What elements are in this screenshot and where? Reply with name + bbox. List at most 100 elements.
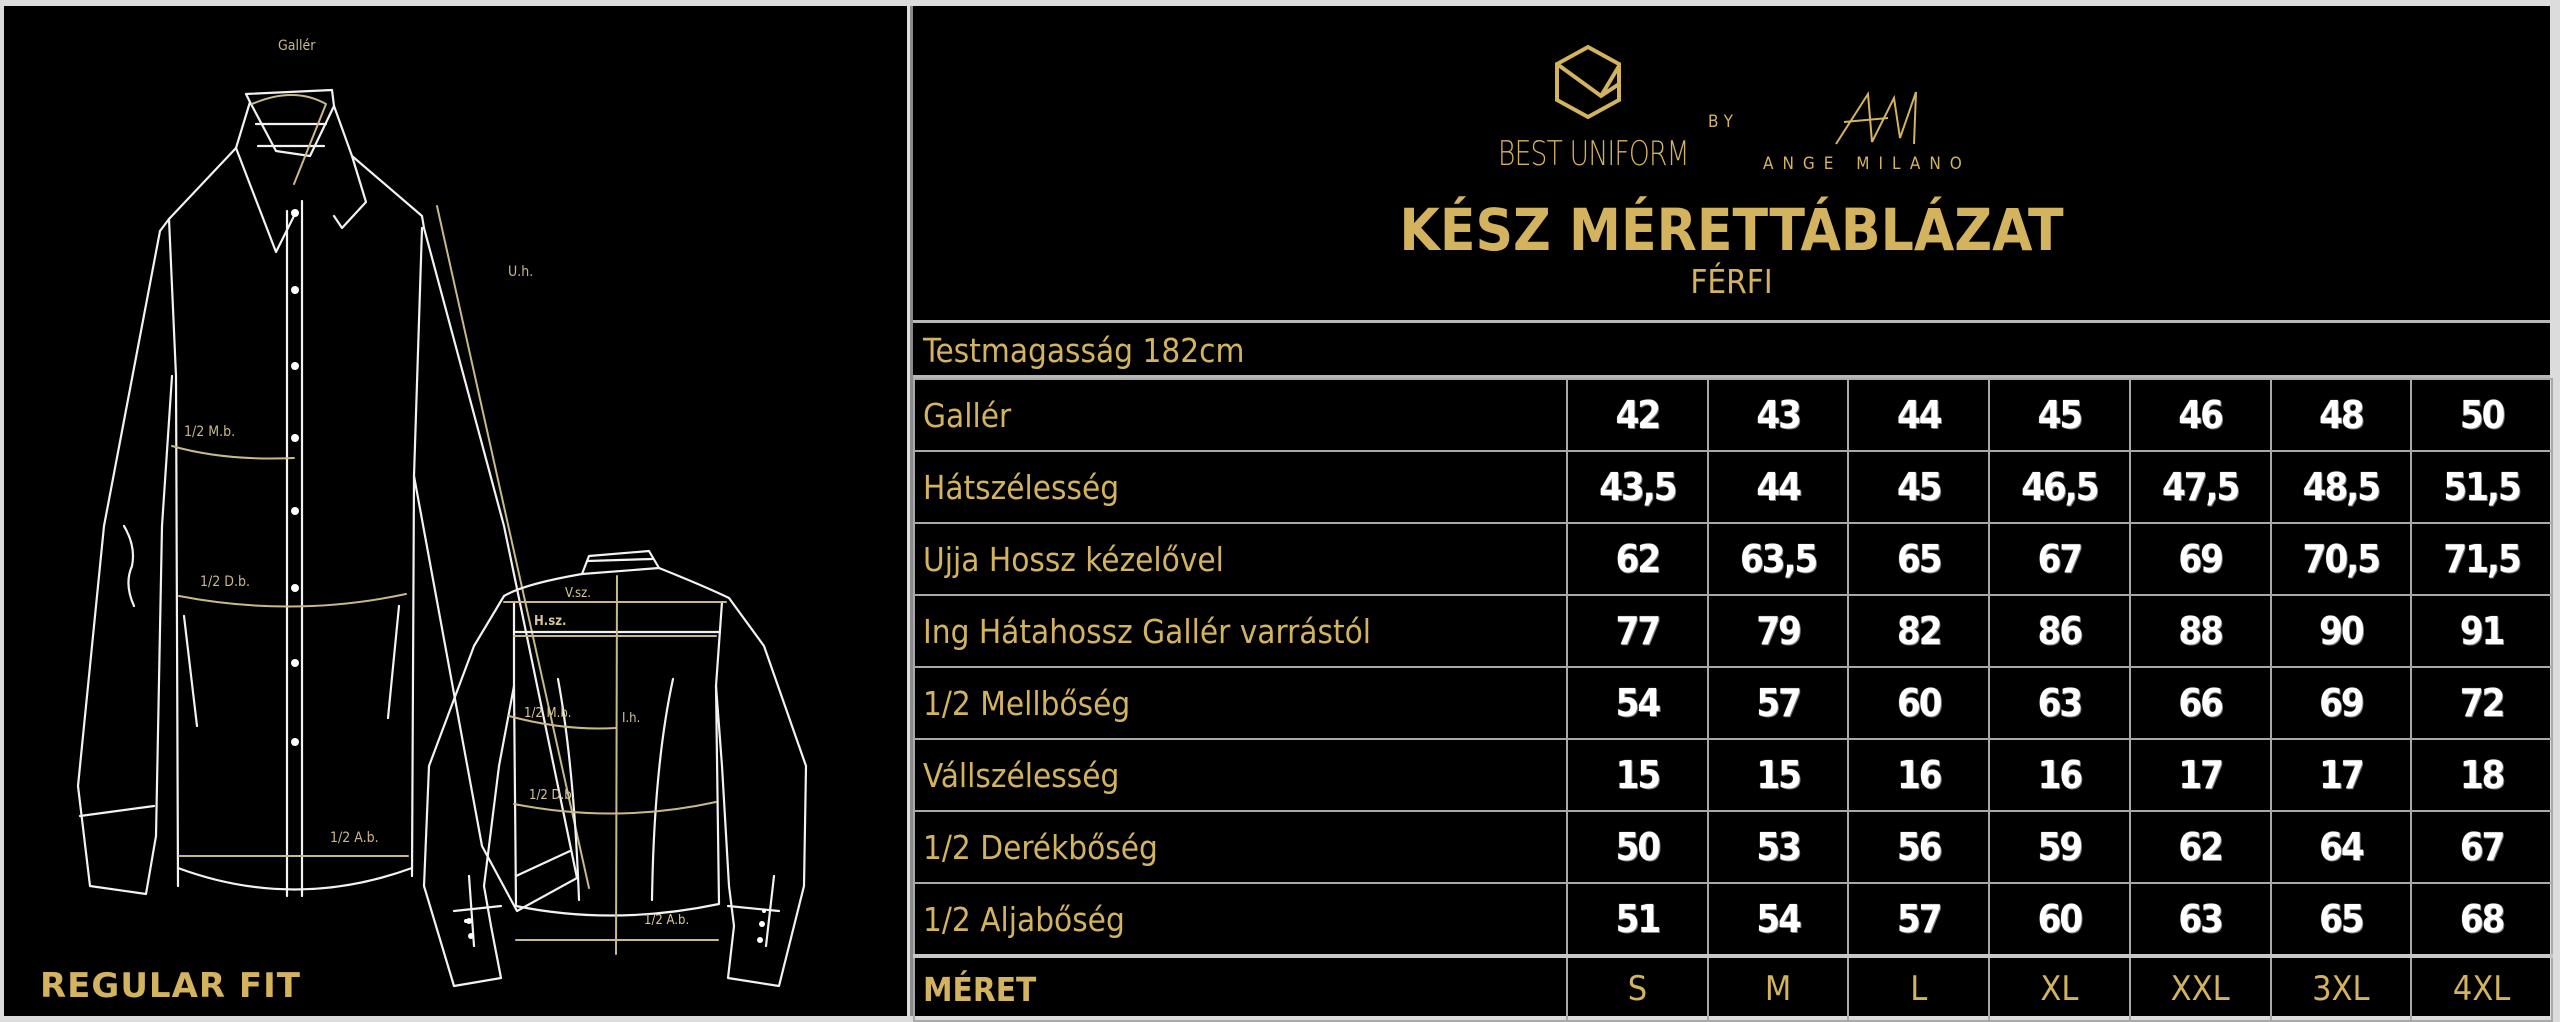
cell-value: 86 [1988, 594, 2131, 668]
cell-value: 67 [1988, 522, 2131, 596]
back-measurement-lines [503, 575, 727, 955]
cell-value: 48 [2269, 378, 2413, 452]
cell-value: 63 [2128, 882, 2272, 957]
cell-value: 15 [1706, 738, 1850, 812]
cell-value: 17 [2128, 738, 2272, 812]
cell-value: 60 [1988, 882, 2131, 957]
cell-value: 42 [1566, 378, 1709, 452]
table-row-shoulder-width: Vállszélesség 15 15 16 16 17 17 18 [912, 738, 2553, 812]
table-row-collar: Gallér 42 43 44 45 46 48 50 [912, 378, 2553, 452]
cell-value: 72 [2410, 666, 2553, 740]
cell-value: 79 [1706, 594, 1850, 668]
cell-value: 68 [2410, 882, 2553, 957]
front-shirt-outline [76, 88, 579, 913]
cell-value: 53 [1706, 810, 1850, 884]
row-label: Hátszélesség [912, 450, 1569, 524]
back-label-half-hem: 1/2 A.b. [644, 913, 689, 928]
row-label: Ing Hátahossz Gallér varrástól [912, 594, 1569, 668]
front-label-half-hem: 1/2 A.b. [330, 830, 379, 846]
chart-header: BEST UNIFORM BY ANGE MILANO KÉSZ MÉRETTÁ… [913, 6, 2550, 320]
cell-value: 63 [1988, 666, 2131, 740]
cell-value: 45 [1847, 450, 1991, 524]
row-label: 1/2 Mellbőség [912, 666, 1569, 740]
back-label-shoulder-width: V.sz. [565, 586, 591, 601]
cell-value: 54 [1566, 666, 1709, 740]
row-label: 1/2 Derékbőség [912, 810, 1569, 884]
table-row-sleeve-length: Ujja Hossz kézelővel 62 63,5 65 67 69 70… [912, 522, 2553, 596]
best-uniform-hexagon-logo-icon [1555, 44, 1621, 120]
cell-value: 82 [1847, 594, 1991, 668]
cell-value: 46 [2128, 378, 2272, 452]
cell-value: 18 [2410, 738, 2553, 812]
table-row-half-chest: 1/2 Mellbőség 54 57 60 63 66 69 72 [912, 666, 2553, 740]
cell-value: 43,5 [1566, 450, 1709, 524]
cell-value: 66 [2128, 666, 2272, 740]
cell-value: 91 [2410, 594, 2553, 668]
front-buttons [291, 209, 299, 746]
size-header: XXL [2128, 954, 2272, 1022]
cell-value: 60 [1847, 666, 1991, 740]
front-label-sleeve-length: U.h. [508, 264, 533, 280]
cell-value: 54 [1706, 882, 1850, 957]
cell-value: 16 [1847, 738, 1991, 812]
brand-by: BY [1708, 112, 1739, 132]
front-label-half-waist: 1/2 D.b. [200, 574, 250, 590]
body-height-row: Testmagasság 182cm [913, 320, 2550, 378]
cell-value: 46,5 [1988, 450, 2131, 524]
cell-value: 65 [2269, 882, 2413, 957]
cell-value: 44 [1847, 378, 1991, 452]
brand-best-uniform: BEST UNIFORM [1498, 134, 1690, 174]
shirt-diagram-panel: Gallér U.h. 1/2 M.b. 1/2 D.b. 1/2 A.b. [4, 6, 907, 1016]
size-header: XL [1988, 954, 2131, 1022]
row-label: 1/2 Aljabőség [912, 882, 1569, 957]
cell-value: 43 [1706, 378, 1850, 452]
cell-value: 59 [1988, 810, 2131, 884]
row-label: Vállszélesség [912, 738, 1569, 812]
size-header: 4XL [2410, 954, 2553, 1022]
table-row-half-waist: 1/2 Derékbőség 50 53 56 59 62 64 67 [912, 810, 2553, 884]
cell-value: 69 [2128, 522, 2272, 596]
cell-value: 62 [2128, 810, 2272, 884]
cell-value: 45 [1988, 378, 2131, 452]
cell-value: 64 [2269, 810, 2413, 884]
front-label-collar: Gallér [278, 38, 316, 54]
cell-value: 67 [2410, 810, 2553, 884]
back-shirt-outline [422, 549, 808, 988]
cell-value: 44 [1706, 450, 1850, 524]
cell-value: 50 [2410, 378, 2553, 452]
front-measurement-lines [171, 94, 590, 889]
size-header: L [1847, 954, 1991, 1022]
cell-value: 51 [1566, 882, 1709, 957]
chart-title: KÉSZ MÉRETTÁBLÁZAT [1399, 196, 2064, 264]
body-height-note: Testmagasság 182cm [923, 331, 1245, 370]
cell-value: 90 [2269, 594, 2413, 668]
size-header: M [1706, 954, 1850, 1022]
cell-value: 50 [1566, 810, 1709, 884]
brand-ange-milano: ANGE MILANO [1763, 154, 1971, 174]
back-label-half-chest: 1/2 M.b. [524, 706, 571, 721]
fit-type-label: REGULAR FIT [40, 966, 301, 1006]
shirt-sketch-illustration: Gallér U.h. 1/2 M.b. 1/2 D.b. 1/2 A.b. [76, 38, 808, 988]
row-label: Ujja Hossz kézelővel [912, 522, 1569, 596]
table-row-half-hem: 1/2 Aljabőség 51 54 57 60 63 65 68 [912, 882, 2553, 957]
cell-value: 70,5 [2269, 522, 2413, 596]
cell-value: 65 [1847, 522, 1991, 596]
cell-value: 57 [1706, 666, 1850, 740]
row-label: Gallér [912, 378, 1569, 452]
back-label-back-width: H.sz. [534, 614, 566, 629]
cell-value: 63,5 [1706, 522, 1850, 596]
cell-value: 69 [2269, 666, 2413, 740]
cell-value: 71,5 [2410, 522, 2553, 596]
cell-value: 57 [1847, 882, 1991, 957]
size-header: S [1566, 954, 1709, 1022]
back-label-shirt-length: I.h. [622, 711, 640, 726]
size-table-grid: Gallér 42 43 44 45 46 48 50 Hátszélesség… [912, 378, 2553, 1022]
size-header: 3XL [2269, 954, 2413, 1022]
cell-value: 62 [1566, 522, 1709, 596]
cell-value: 56 [1847, 810, 1991, 884]
cell-value: 51,5 [2410, 450, 2553, 524]
back-label-half-waist: 1/2 D.b. [529, 788, 575, 803]
ange-milano-monogram-icon [1835, 90, 1917, 145]
cell-value: 16 [1988, 738, 2131, 812]
size-chart-panel: BEST UNIFORM BY ANGE MILANO KÉSZ MÉRETTÁ… [910, 6, 2553, 1022]
